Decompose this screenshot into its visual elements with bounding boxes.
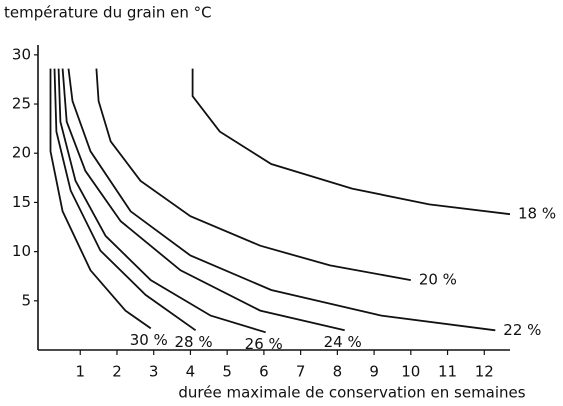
y-tick-label: 5: [21, 291, 31, 309]
curve: [57, 68, 266, 334]
y-tick-label: 30: [12, 45, 31, 63]
y-tick-label: 25: [12, 95, 31, 113]
y-tick-label: 20: [12, 144, 31, 162]
x-tick-label: 5: [222, 363, 232, 381]
curve: [191, 68, 511, 216]
x-tick-label: 12: [475, 363, 494, 381]
x-tick-label: 3: [149, 363, 159, 381]
curve-label: 22 %: [503, 321, 541, 339]
curve-label: 24 %: [324, 333, 362, 351]
x-tick-label: 7: [296, 363, 306, 381]
x-tick-label: 4: [186, 363, 196, 381]
y-tick-label: 15: [12, 193, 31, 211]
y-tick-label: 10: [12, 242, 31, 260]
curve: [53, 68, 197, 332]
curve-label: 18 %: [518, 205, 556, 223]
curve: [61, 68, 345, 332]
curve: [67, 68, 496, 332]
curve-label: 30 %: [130, 331, 168, 349]
curve: [95, 68, 411, 281]
x-tick-label: 2: [112, 363, 122, 381]
curve-label: 20 %: [419, 271, 457, 289]
x-axis-label: durée maximale de conservation en semain…: [178, 384, 525, 402]
x-tick-label: 1: [75, 363, 85, 381]
chart-title: température du grain en °C: [4, 4, 212, 22]
curve-label: 26 %: [245, 335, 283, 353]
x-tick-label: 10: [401, 363, 420, 381]
curve: [49, 68, 152, 330]
curve-label: 28 %: [175, 333, 213, 351]
x-tick-label: 8: [333, 363, 343, 381]
x-tick-label: 9: [369, 363, 379, 381]
x-tick-label: 6: [259, 363, 269, 381]
x-tick-label: 11: [438, 363, 457, 381]
